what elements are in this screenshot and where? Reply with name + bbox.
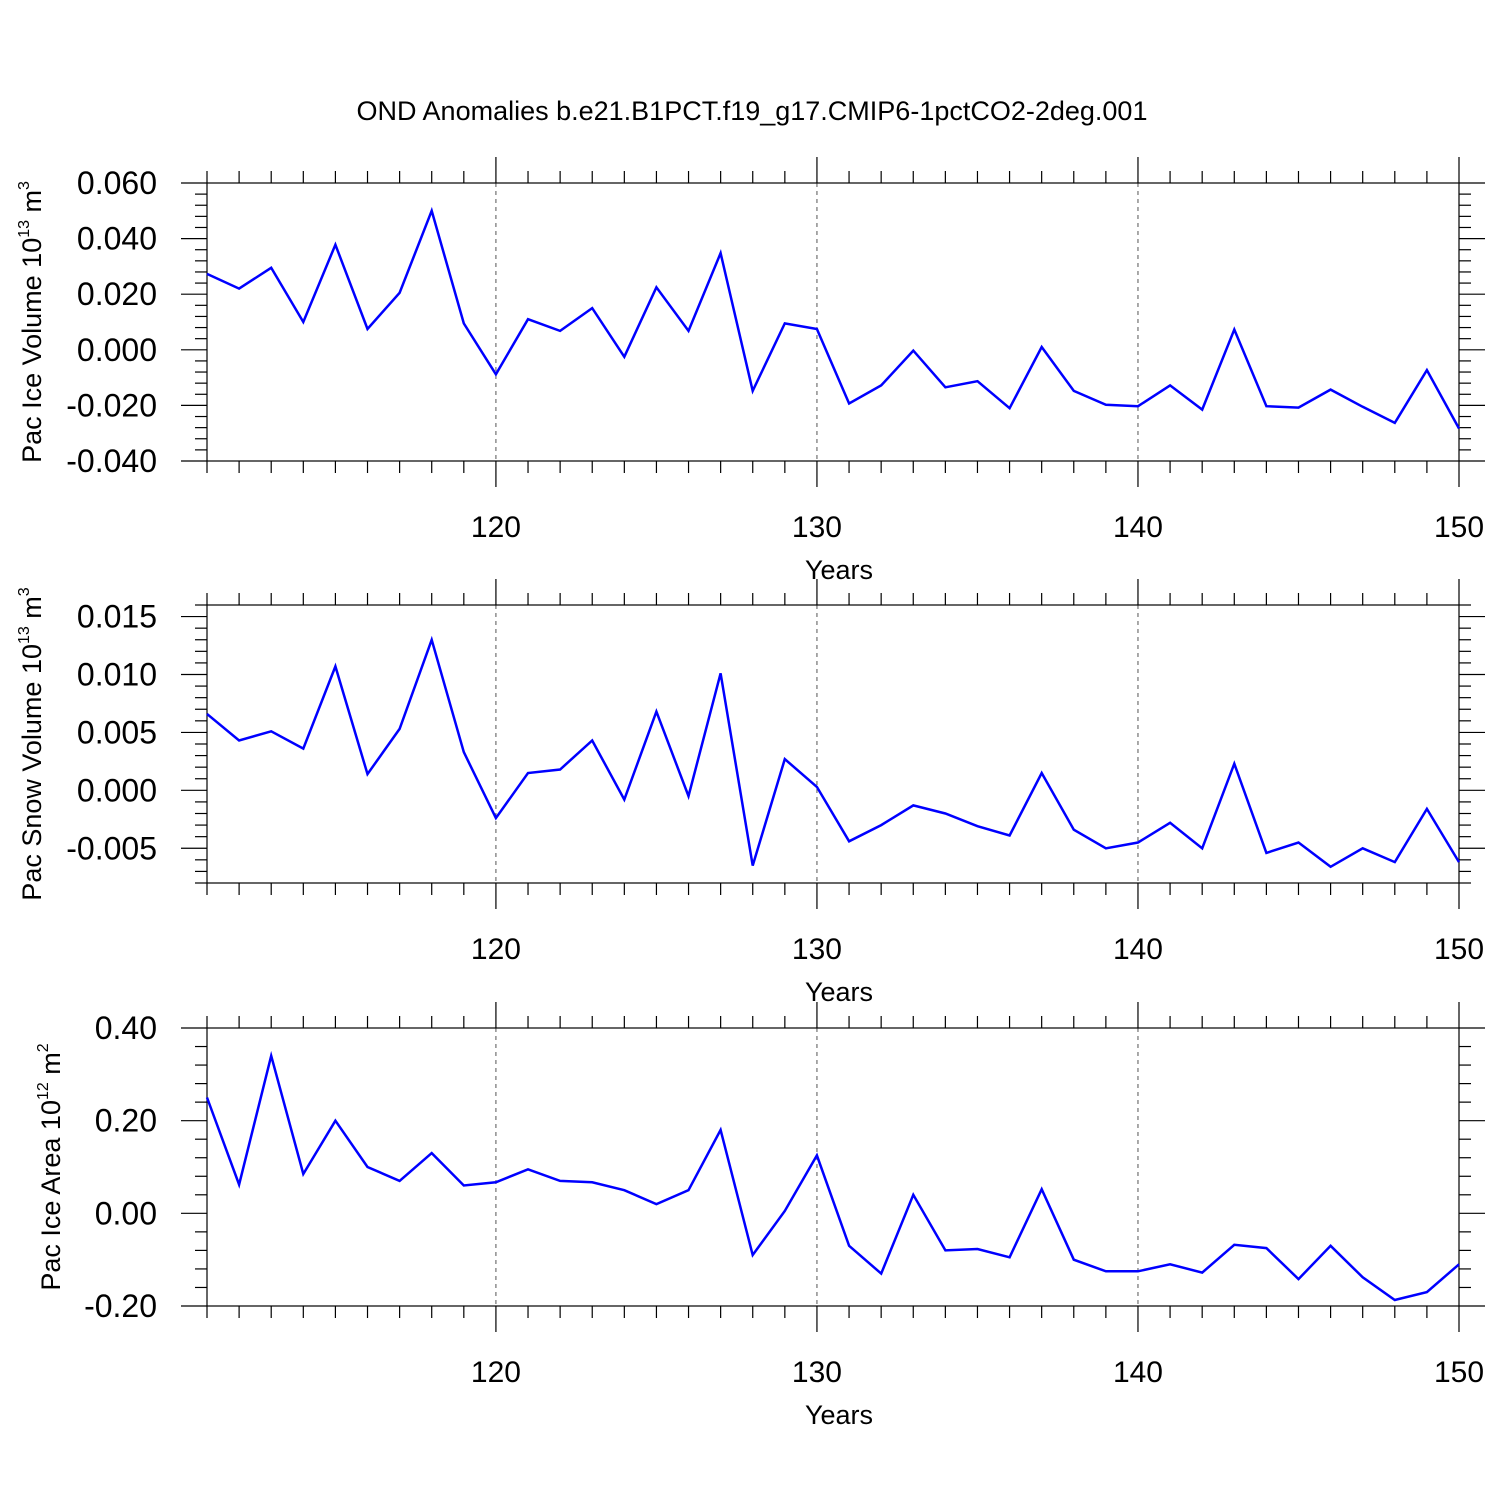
y-axis-label-superscript: 2 [35, 1043, 52, 1052]
y-tick-label: 0.015 [77, 599, 157, 635]
x-tick-label: 150 [1434, 1356, 1484, 1389]
series-line [206, 206, 1461, 430]
plot-frame [206, 182, 1460, 462]
y-tick-label: 0.005 [77, 714, 157, 750]
y-axis-label-text: m [17, 596, 47, 626]
y-axis-label-text: m [36, 1052, 66, 1082]
y-axis-label: Pac Ice Volume 1013 m3 [16, 181, 47, 463]
x-tick-label: 130 [792, 511, 842, 544]
panel-2: -0.005 0.000 0.005 0.010 0.015 120 130 140 150 Ye… [16, 579, 1485, 1007]
y-axis-label-text: Pac Ice Volume 10 [17, 238, 47, 463]
y-axis-label-superscript: 13 [16, 626, 33, 644]
panels: -0.040 -0.020 0.000 0.020 0.040 0.060 120 130 14… [16, 157, 1485, 1430]
x-tick-label: 130 [792, 933, 842, 966]
x-tick-label: 150 [1434, 511, 1484, 544]
y-axis-label-superscript: 12 [35, 1082, 52, 1100]
y-tick-label: 0.000 [77, 772, 157, 808]
y-tick-label: 0.020 [77, 276, 157, 312]
y-axis-label-text: Pac Snow Volume 10 [17, 644, 47, 901]
plot-frame [206, 1027, 1460, 1307]
y-axis-label-superscript: 3 [16, 587, 33, 596]
x-tick-label: 150 [1434, 933, 1484, 966]
chart-title: OND Anomalies b.e21.B1PCT.f19_g17.CMIP6-… [357, 96, 1148, 126]
y-tick-label: 0.20 [95, 1103, 157, 1139]
y-tick-label: -0.20 [84, 1288, 157, 1324]
y-axis-label-text: Pac Ice Area 10 [36, 1100, 66, 1291]
y-axis-label: Pac Ice Area 1012 m2 [35, 1043, 66, 1290]
y-tick-label: -0.040 [66, 443, 157, 479]
y-axis-label-text: m [17, 190, 47, 220]
y-axis-label-superscript: 3 [16, 181, 33, 190]
y-tick-label: -0.020 [66, 387, 157, 423]
x-axis-label: Years [805, 555, 873, 585]
x-tick-label: 140 [1113, 933, 1163, 966]
x-tick-label: 120 [471, 511, 521, 544]
x-tick-label: 140 [1113, 1356, 1163, 1389]
y-axis-label-superscript: 13 [16, 220, 33, 238]
y-tick-label: 0.010 [77, 657, 157, 693]
panel-1: -0.040 -0.020 0.000 0.020 0.040 0.060 120 130 14… [16, 157, 1485, 585]
x-tick-label: 140 [1113, 511, 1163, 544]
y-tick-label: 0.00 [95, 1195, 157, 1231]
x-tick-label: 120 [471, 1356, 521, 1389]
y-tick-label: 0.40 [95, 1010, 157, 1046]
y-tick-label: -0.005 [66, 830, 157, 866]
series-line [206, 635, 1461, 869]
y-tick-label: 0.060 [77, 165, 157, 201]
x-axis-label: Years [805, 977, 873, 1007]
x-tick-label: 130 [792, 1356, 842, 1389]
y-tick-label: 0.000 [77, 332, 157, 368]
series-line [205, 1050, 1460, 1302]
x-tick-label: 120 [471, 933, 521, 966]
panel-3: -0.20 0.00 0.20 0.40 120 130 140 150 Years Pac Ic… [35, 1002, 1485, 1430]
y-tick-label: 0.040 [77, 221, 157, 257]
y-axis-label: Pac Snow Volume 1013 m3 [16, 587, 47, 900]
x-axis-label: Years [805, 1400, 873, 1430]
